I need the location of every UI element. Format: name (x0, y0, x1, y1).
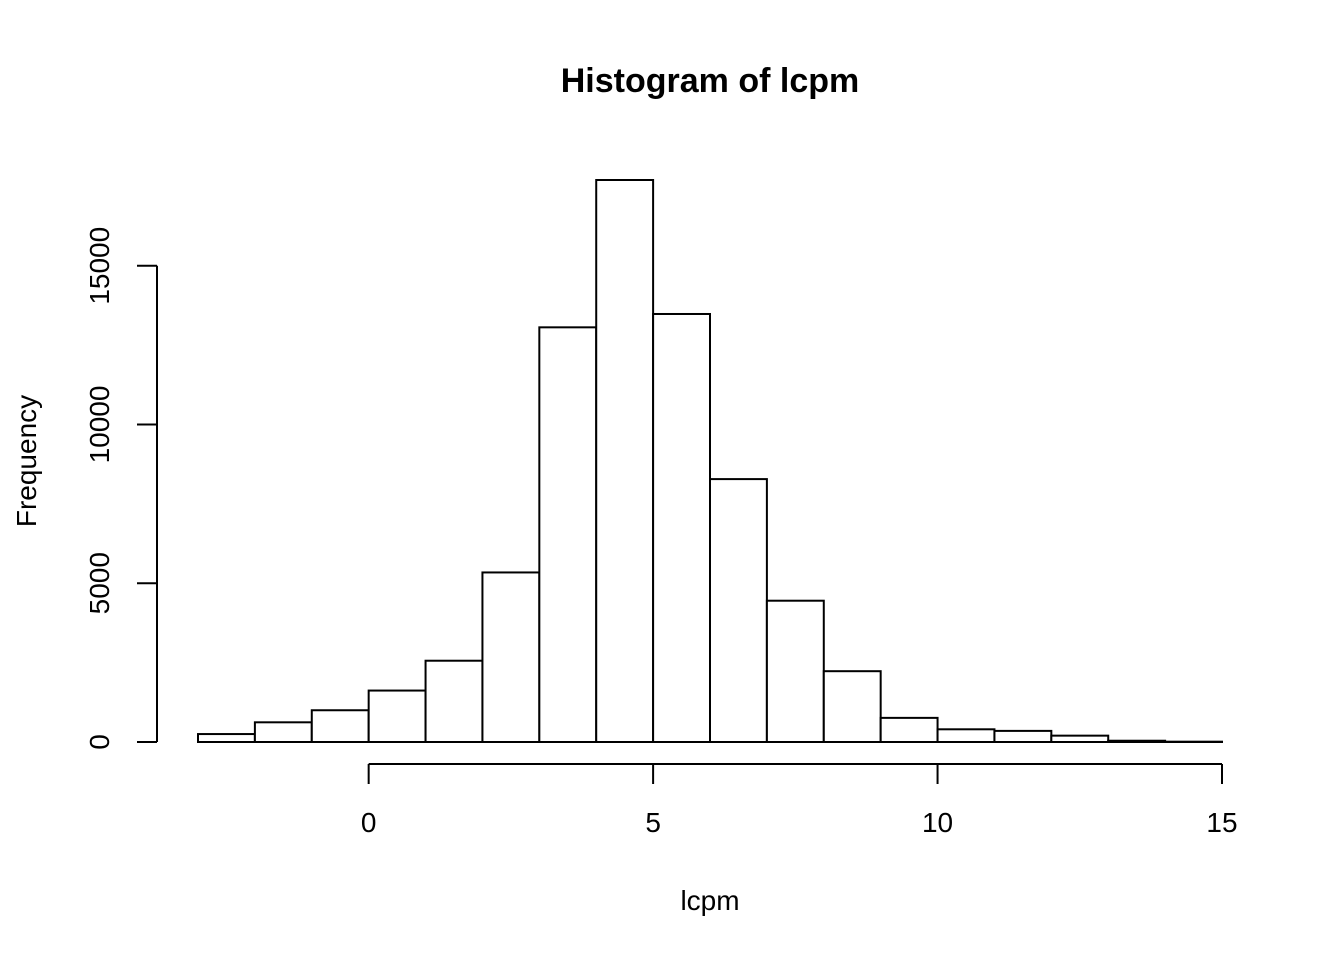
histogram-bar (538, 326, 598, 743)
histogram-bar (652, 312, 711, 743)
x-tick-label: 15 (1206, 807, 1237, 838)
bars-group (197, 179, 1223, 744)
histogram-bar (424, 659, 484, 743)
histogram-bar (765, 599, 825, 744)
histogram-bar (253, 721, 313, 743)
histogram-bar (367, 689, 427, 743)
histogram-bar (822, 670, 882, 743)
y-axis-label: Frequency (11, 395, 42, 527)
x-axis-label: lcpm (680, 885, 739, 916)
y-tick-label: 15000 (84, 227, 115, 305)
histogram-bar (595, 179, 655, 743)
y-tick-label: 0 (84, 734, 115, 750)
histogram-bar (310, 709, 370, 743)
y-tick-label: 5000 (84, 552, 115, 614)
x-tick-label: 5 (645, 807, 661, 838)
chart-title: Histogram of lcpm (561, 62, 859, 100)
y-tick-label: 10000 (84, 386, 115, 464)
histogram-bar (879, 716, 939, 743)
x-tick-label: 10 (922, 807, 953, 838)
histogram-bar (1107, 739, 1167, 743)
histogram-bar (993, 729, 1053, 744)
x-axis: 0 5 10 15 (361, 763, 1238, 838)
histogram-bar (197, 733, 256, 743)
y-axis: 0 5000 10000 15000 (84, 227, 158, 750)
histogram-bar (481, 571, 541, 744)
histogram-bar (709, 478, 768, 743)
histogram-bar (1050, 734, 1110, 744)
x-tick-label: 0 (361, 807, 377, 838)
histogram-bar (936, 728, 996, 743)
